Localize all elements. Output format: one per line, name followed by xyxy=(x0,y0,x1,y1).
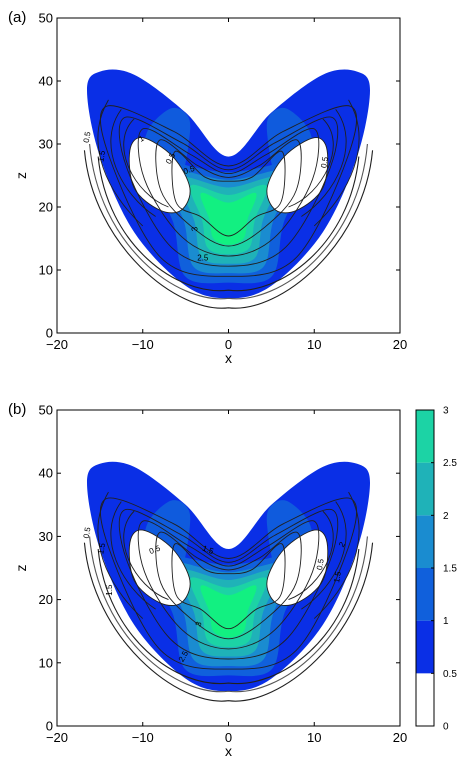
contour-label: 0.5 xyxy=(319,156,330,169)
contour-label: 1.5 xyxy=(96,149,107,162)
y-tick-label: 0 xyxy=(46,719,53,734)
x-tick-label: 10 xyxy=(307,730,321,745)
y-axis-label: z xyxy=(13,172,29,179)
contour-left-wing-3 xyxy=(123,510,169,601)
contour-outer-2 xyxy=(83,542,374,702)
contour-outer-3 xyxy=(97,548,360,685)
panel-label: (b) xyxy=(8,401,26,418)
colorbar-band xyxy=(416,568,434,621)
y-tick-label: 40 xyxy=(39,74,53,89)
colorbar-tick-label: 3 xyxy=(443,406,449,417)
y-tick-label: 10 xyxy=(39,655,53,670)
x-tick-label: −10 xyxy=(132,730,154,745)
contour-right-wing-2 xyxy=(301,109,347,217)
y-tick-label: 30 xyxy=(39,529,53,544)
y-tick-label: 10 xyxy=(39,263,53,278)
contour-outer-2 xyxy=(83,150,374,309)
contour-line-2 xyxy=(118,508,339,660)
contour-line-4 xyxy=(155,139,302,247)
panel-b: (b)0.51.51.50.5 1.532.520.51.5−20 −10 0 10 20… xyxy=(8,401,407,759)
contour-line-3 xyxy=(137,520,320,650)
x-tick-label: −10 xyxy=(132,337,154,352)
contour-left-hole xyxy=(128,137,191,214)
colorbar: 0 0.5 1 1.5 2 2.5 3 xyxy=(415,406,457,733)
contour-label: 3 xyxy=(194,620,204,628)
contour-label: 2.5 xyxy=(197,254,209,263)
contour-left-wing-2 xyxy=(110,501,156,610)
left-hole xyxy=(129,137,191,213)
y-tick-label: 40 xyxy=(39,466,53,481)
x-tick-label: 0 xyxy=(225,337,232,352)
x-axis-label: x xyxy=(225,743,232,759)
contour-label: 1.5 xyxy=(105,584,114,596)
contour-label: 0.5 xyxy=(148,544,162,556)
colorbar-tick-label: 0 xyxy=(443,722,449,733)
x-axis-label: x xyxy=(225,350,232,366)
level-band-5 xyxy=(200,585,257,638)
x-tick-label: 0 xyxy=(225,730,232,745)
x-tick-label: 20 xyxy=(393,730,407,745)
contour-right-wing-3 xyxy=(288,118,334,208)
x-tick-label: −20 xyxy=(46,730,68,745)
contour-line-3 xyxy=(137,128,320,257)
contour-label: 0.5 xyxy=(182,164,196,176)
contour-label: 0.5 xyxy=(82,130,93,143)
level-band-5 xyxy=(200,192,257,245)
colorbar-band xyxy=(416,620,434,674)
contour-label: 0.5 xyxy=(315,558,326,571)
y-tick-label: 0 xyxy=(46,326,53,341)
x-tick-label: 10 xyxy=(307,337,321,352)
contour-left-wing-3 xyxy=(123,118,169,208)
contour-label: 3 xyxy=(191,226,200,231)
y-axis-label: z xyxy=(13,565,29,572)
y-tick-label: 50 xyxy=(39,403,53,418)
contour-line-5 xyxy=(171,543,286,630)
colorbar-band xyxy=(416,515,434,568)
contour-label: 2 xyxy=(337,540,347,549)
colorbar-tick-label: 2 xyxy=(443,511,449,522)
contour-line-1 xyxy=(99,105,358,277)
panel-a: (a)0.51.5 0.510.532.50.5−20 −10 0 10 20010203… xyxy=(8,9,407,366)
colorbar-tick-label: 0.5 xyxy=(443,669,457,680)
contour-right-wing-2 xyxy=(301,501,347,610)
contour-outer-1 xyxy=(89,536,368,693)
x-tick-label: −20 xyxy=(46,337,68,352)
right-hole xyxy=(266,137,328,213)
contour-left-wing-1 xyxy=(97,99,144,227)
contour-left-hole xyxy=(128,529,191,606)
contour-line-1 xyxy=(99,497,358,670)
colorbar-band xyxy=(416,673,434,726)
contour-right-wing-3 xyxy=(288,510,334,601)
contour-line-2 xyxy=(118,116,339,267)
contour-left-wing-1 xyxy=(97,491,144,619)
colorbar-band xyxy=(416,462,434,516)
contour-right-wing-1 xyxy=(313,99,360,227)
colorbar-band xyxy=(416,410,434,463)
y-tick-label: 50 xyxy=(39,11,53,26)
left-hole xyxy=(129,529,191,606)
contour-right-wing-1 xyxy=(313,491,360,619)
contour-line-4 xyxy=(155,531,302,640)
contour-label: 1.5 xyxy=(332,570,343,583)
y-tick-label: 20 xyxy=(39,200,53,215)
colorbar-tick-label: 1.5 xyxy=(443,564,457,575)
contour-label: 0.5 xyxy=(82,526,93,539)
contour-outer-1 xyxy=(89,143,368,300)
contour-outer-3 xyxy=(97,156,360,292)
colorbar-tick-label: 1 xyxy=(443,616,449,627)
contour-right-hole xyxy=(266,529,329,606)
y-tick-label: 20 xyxy=(39,592,53,607)
x-tick-label: 20 xyxy=(393,337,407,352)
contour-left-wing-2 xyxy=(110,109,156,217)
contour-label: 1 xyxy=(137,133,146,143)
panel-label: (a) xyxy=(8,9,26,26)
colorbar-tick-label: 2.5 xyxy=(443,458,457,469)
contour-right-hole xyxy=(266,137,329,214)
contour-label: 1.5 xyxy=(201,544,215,556)
right-hole xyxy=(266,529,328,606)
contour-label: 1.5 xyxy=(96,542,107,555)
y-tick-label: 30 xyxy=(39,137,53,152)
contour-line-5 xyxy=(171,150,286,237)
